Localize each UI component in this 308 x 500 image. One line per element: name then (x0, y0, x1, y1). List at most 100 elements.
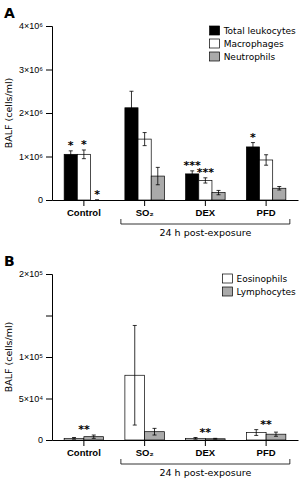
x-tick-mark (144, 440, 145, 446)
annotation: * (94, 188, 100, 201)
plot-area (64, 325, 286, 440)
title: B (4, 253, 15, 269)
annotation: *** (197, 166, 215, 179)
legend-entry: Eosinophils (222, 274, 287, 284)
y-tick-label: 1×10⁶ (19, 152, 43, 162)
series (64, 325, 266, 440)
y-tick-mark (46, 399, 52, 400)
error-bar (213, 438, 217, 440)
x-axis: Control SO₂ DEX PFD (53, 440, 299, 458)
legend: Total leukocytes Macrophages Neutrophils (210, 26, 296, 62)
error-bar (143, 133, 147, 146)
annotation: * (250, 131, 256, 144)
x-tick-label: Control (67, 207, 101, 218)
legend-swatch (210, 26, 220, 35)
y-tick: 1×10⁵ (19, 352, 52, 362)
error-bar (129, 91, 133, 124)
y-tick: 2×10⁶ (19, 108, 52, 118)
y-tick-mark (46, 274, 52, 275)
error-bar (251, 143, 255, 152)
bracket-label: 24 h post-exposure (159, 227, 251, 238)
error-bar (277, 187, 281, 190)
y-axis-line (46, 27, 53, 201)
error-bar (194, 438, 198, 440)
bar (138, 139, 151, 200)
figure: 01×10⁶2×10⁶3×10⁶4×10⁶ControlSO₂DEXPFDBAL… (0, 0, 308, 500)
x-tick: PFD (257, 440, 276, 458)
y-axis: 0 1×10⁶ 2×10⁶ 3×10⁶ 4×10⁶ (19, 21, 52, 205)
error-bar (92, 435, 96, 438)
error-bar (264, 155, 268, 165)
y-tick-label: 2×10⁵ (19, 269, 43, 279)
error-bar (217, 190, 221, 194)
bracket-line (121, 219, 290, 224)
y-tick-mark (46, 357, 52, 358)
x-tick: SO₂ (136, 440, 154, 458)
error-bar (133, 325, 137, 425)
y-tick-label: 4×10⁶ (19, 21, 43, 31)
legend-swatch (210, 39, 220, 48)
x-tick-label: DEX (196, 447, 216, 458)
y-axis: 0 5×10⁴ 1×10⁵ 2×10⁵ (19, 269, 53, 445)
y-tick-label: 2×10⁶ (19, 108, 43, 118)
legend-entry: Macrophages (210, 39, 284, 49)
x-tick: DEX (196, 200, 216, 218)
x-axis-line (53, 200, 299, 201)
y-tick (46, 316, 52, 317)
x-tick-mark (144, 200, 145, 206)
error-bar (274, 432, 278, 436)
legend-label: Macrophages (224, 39, 284, 49)
legend-label: Neutrophils (224, 52, 276, 62)
error-bar (156, 167, 160, 184)
x-tick-label: DEX (196, 207, 216, 218)
x-tick: PFD (257, 200, 276, 218)
bar (205, 439, 225, 440)
annotation: * (81, 138, 87, 151)
y-tick: 1×10⁶ (19, 152, 52, 162)
y-tick-label: 0 (38, 195, 43, 205)
y-tick-label: 5×10⁴ (19, 394, 43, 404)
y-tick: 3×10⁶ (19, 65, 52, 75)
legend-entry: Neutrophils (210, 52, 276, 62)
title: A (4, 5, 15, 21)
x-tick-label: PFD (257, 207, 276, 218)
legend: Eosinophils Lymphocytes (222, 274, 296, 297)
plot-area (64, 91, 286, 200)
error-bar (69, 151, 73, 158)
y-tick: 4×10⁶ (19, 21, 52, 31)
panel: 05×10⁴1×10⁵2×10⁵ControlSO₂DEXPFDBALF (ce… (3, 253, 299, 478)
x-tick-mark (205, 440, 206, 446)
x-tick: Control (67, 200, 101, 218)
series (64, 91, 259, 200)
y-tick-mark (46, 113, 52, 114)
legend-swatch (222, 274, 232, 283)
x-tick: DEX (196, 440, 216, 458)
annotation: * (68, 139, 74, 152)
legend-swatch (222, 287, 232, 296)
y-tick-mark (46, 440, 52, 441)
annotation: ** (200, 426, 212, 439)
x-tick-mark (83, 200, 84, 206)
legend-label: Lymphocytes (236, 287, 296, 297)
y-tick-mark (46, 70, 52, 71)
legend-label: Total leukocytes (223, 26, 296, 36)
error-bar (254, 430, 258, 436)
y-tick: 2×10⁵ (19, 269, 52, 279)
x-tick-label: SO₂ (136, 207, 154, 218)
y-tick-label: 0 (38, 435, 43, 445)
bracket: 24 h post-exposure (121, 459, 290, 478)
x-tick: Control (67, 440, 101, 458)
x-axis-line (53, 440, 299, 441)
x-axis: Control SO₂ DEX PFD (53, 200, 299, 218)
y-tick-mark (46, 316, 52, 317)
y-tick-label: 3×10⁶ (19, 65, 43, 75)
annotation: ** (260, 418, 272, 431)
bar (260, 160, 273, 200)
x-tick-mark (266, 440, 267, 446)
y-axis-title: BALF (cells/ml) (3, 78, 14, 149)
x-tick-mark (205, 200, 206, 206)
x-tick: SO₂ (136, 200, 154, 218)
legend-entry: Total leukocytes (210, 26, 296, 36)
legend-entry: Lymphocytes (222, 287, 296, 297)
annotation: ** (78, 423, 90, 436)
